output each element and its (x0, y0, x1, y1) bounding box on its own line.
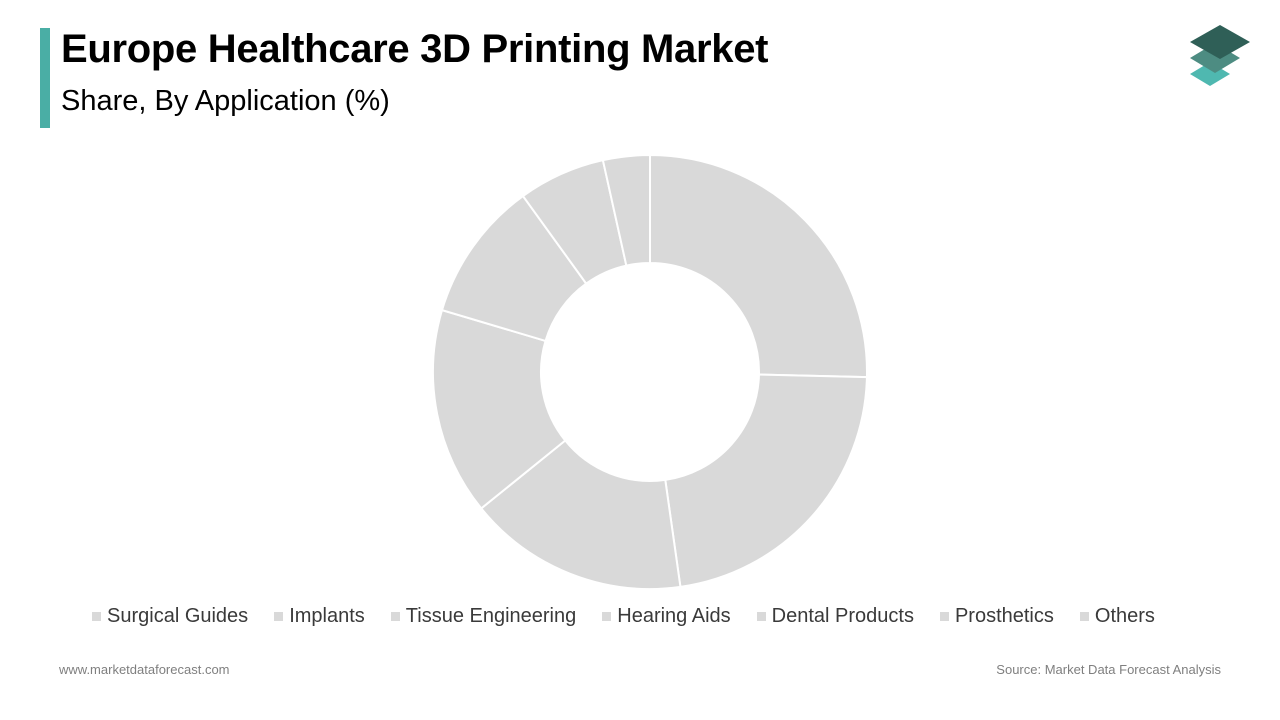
legend-label: Others (1094, 604, 1155, 627)
legend-label: Prosthetics (954, 604, 1054, 627)
legend-label: Surgical Guides (107, 604, 249, 627)
legend-swatch (274, 611, 284, 621)
legend-item-prosthetics: Prosthetics (939, 604, 1054, 628)
legend-swatch (602, 611, 612, 621)
chart-legend: Surgical Guides Implants Tissue Engineerin… (92, 603, 1232, 629)
source-footer: Source: Market Data Forecast Analysis (996, 662, 1221, 677)
legend-item-others: Others (1079, 604, 1155, 628)
donut-slice-tissue-engineering (479, 439, 682, 590)
legend-item-surgical-guides: Surgical Guides (92, 605, 248, 628)
legend-swatch (756, 611, 766, 621)
chart-subtitle: Share, By Application (%) (61, 85, 390, 117)
donut-slice-others (601, 153, 651, 267)
legend-item-hearing-aids: Hearing Aids (602, 604, 731, 628)
donut-slice-hearing-aids (432, 308, 567, 510)
title-accent-bar (40, 28, 50, 128)
legend-swatch (92, 611, 101, 621)
stacked-layers-icon (1190, 25, 1250, 86)
legend-label: Dental Products (771, 604, 914, 627)
chart-title: Europe Healthcare 3D Printing Market (61, 27, 769, 71)
website-footer: www.marketdataforecast.com (59, 662, 230, 677)
legend-swatch (390, 611, 400, 621)
logo-layer-top (1190, 25, 1250, 59)
legend-swatch (939, 611, 949, 621)
legend-label: Tissue Engineering (405, 604, 577, 627)
legend-item-dental-products: Dental Products (756, 604, 914, 628)
legend-swatch (1079, 611, 1089, 621)
legend-label: Implants (289, 604, 365, 627)
legend-item-implants: Implants (274, 605, 365, 628)
legend-item-tissue-engineering: Tissue Engineering (390, 604, 577, 628)
donut-slice-implants (664, 373, 868, 588)
donut-slice-surgical-guides (649, 153, 868, 379)
legend-label: Hearing Aids (617, 604, 731, 627)
